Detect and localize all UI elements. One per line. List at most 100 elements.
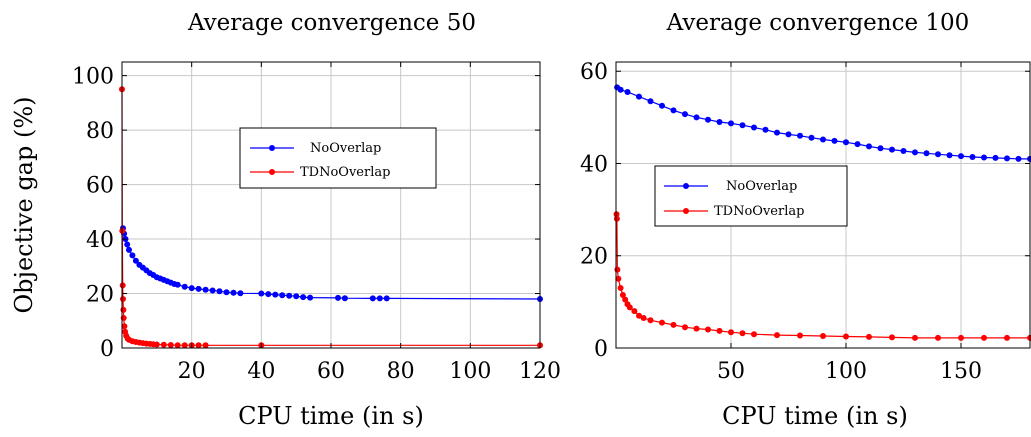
chart2-point-tdnooverlap-31	[981, 334, 987, 341]
chart1-point-nooverlap-35	[307, 294, 314, 301]
chart1-point-tdnooverlap-19	[160, 341, 167, 348]
chart2-point-tdnooverlap-12	[647, 317, 654, 324]
chart1-point-nooverlap-32	[286, 292, 293, 299]
chart2-point-tdnooverlap-30	[958, 334, 964, 341]
chart1-point-nooverlap-22	[202, 286, 209, 293]
chart1-point-tdnooverlap-6	[121, 323, 128, 330]
chart2-point-nooverlap-20	[831, 137, 838, 144]
chart2-point-nooverlap-35	[1004, 155, 1010, 162]
chart2-x-tick-label-0: 50	[717, 359, 745, 384]
chart-average-convergence-50: Average convergence 50 20 40 60 80 100 120020…	[10, 10, 561, 430]
chart2-point-tdnooverlap-26	[866, 333, 872, 340]
chart2-point-tdnooverlap-27	[889, 334, 895, 341]
chart2-point-tdnooverlap-8	[626, 304, 633, 311]
chart1-legend: NoOverlap TDNoOverlap	[239, 127, 437, 189]
chart2-point-tdnooverlap-15	[682, 324, 688, 331]
chart2-series	[613, 84, 1031, 341]
chart2-y-tick-label-3: 60	[580, 60, 608, 85]
chart2-point-tdnooverlap-25	[843, 333, 849, 340]
chart1-legend-marker-nooverlap	[269, 145, 275, 151]
chart1-legend-label-nooverlap: NoOverlap	[310, 141, 381, 156]
chart2-legend-box	[654, 165, 848, 227]
chart2-point-nooverlap-1	[617, 86, 624, 93]
chart1-point-nooverlap-36	[335, 294, 341, 301]
chart1-point-tdnooverlap-18	[153, 341, 160, 348]
chart1-y-tick-label-4: 80	[86, 119, 114, 144]
chart2-y-tick-label-2: 40	[580, 152, 608, 177]
chart1-point-nooverlap-24	[216, 288, 223, 295]
chart1-point-nooverlap-33	[293, 293, 300, 300]
chart1-point-tdnooverlap-4	[120, 306, 127, 313]
chart2-point-nooverlap-7	[682, 111, 688, 118]
chart2-point-tdnooverlap-11	[640, 315, 647, 321]
chart1-y-tick-label-3: 60	[86, 174, 114, 199]
chart1-point-nooverlap-23	[209, 287, 216, 294]
chart1-x-tick-label-3: 80	[387, 359, 415, 384]
chart2-point-nooverlap-27	[912, 149, 918, 156]
chart1-point-nooverlap-21	[195, 285, 202, 292]
chart2-point-nooverlap-18	[808, 134, 815, 141]
chart2-point-nooverlap-13	[751, 124, 757, 131]
chart2-point-nooverlap-28	[923, 150, 930, 157]
chart1-point-nooverlap-3	[124, 241, 131, 248]
chart2-point-nooverlap-25	[889, 146, 895, 153]
chart1-point-nooverlap-28	[258, 290, 265, 297]
chart2-point-nooverlap-22	[854, 141, 861, 148]
chart2-point-tdnooverlap-1	[613, 215, 620, 222]
chart2-point-nooverlap-3	[636, 93, 642, 100]
chart1-y-tick-label-2: 40	[86, 228, 114, 253]
chart2-point-nooverlap-19	[820, 136, 826, 143]
chart2-point-nooverlap-26	[900, 148, 907, 154]
chart2-point-tdnooverlap-6	[622, 296, 629, 303]
chart1-point-nooverlap-26	[230, 289, 237, 296]
chart1-point-nooverlap-40	[383, 295, 390, 302]
chart1-grid	[122, 62, 541, 349]
chart1-ticks: 20 40 60 80 100 120 0 20 40 60 80 100	[72, 62, 561, 384]
chart2-point-tdnooverlap-14	[670, 321, 677, 328]
chart2-point-nooverlap-11	[728, 120, 734, 127]
chart2-legend-marker-nooverlap	[683, 183, 689, 189]
chart2-point-tdnooverlap-23	[797, 332, 803, 339]
chart2-point-tdnooverlap-13	[659, 319, 665, 326]
chart1-point-nooverlap-37	[341, 295, 348, 302]
chart1-point-nooverlap-34	[300, 294, 307, 301]
chart2-point-tdnooverlap-5	[619, 292, 626, 298]
chart2-point-nooverlap-2	[624, 89, 631, 95]
chart1-point-nooverlap-38	[369, 295, 376, 302]
chart2-point-nooverlap-31	[958, 153, 964, 160]
chart2-point-nooverlap-9	[705, 116, 711, 123]
chart1-legend-marker-tdnooverlap	[269, 169, 275, 175]
chart2-point-nooverlap-17	[797, 132, 803, 139]
chart2-point-nooverlap-6	[670, 107, 677, 114]
chart1-point-nooverlap-27	[237, 290, 244, 297]
chart2-point-tdnooverlap-28	[912, 334, 918, 341]
chart1-x-tick-label-1: 40	[247, 359, 275, 384]
chart2-point-nooverlap-21	[843, 139, 849, 146]
chart2-y-tick-label-0: 0	[594, 337, 608, 362]
chart2-point-nooverlap-5	[659, 102, 665, 109]
chart2-point-tdnooverlap-32	[1004, 334, 1010, 341]
chart2-point-nooverlap-8	[693, 114, 700, 121]
chart2-point-tdnooverlap-9	[631, 308, 638, 315]
chart2-x-tick-label-2: 150	[940, 359, 982, 384]
chart2-point-tdnooverlap-16	[693, 325, 700, 332]
chart1-point-nooverlap-29	[265, 291, 272, 298]
chart1-point-nooverlap-25	[223, 289, 230, 296]
chart1-x-tick-label-5: 120	[519, 359, 561, 384]
chart1-point-tdnooverlap-3	[120, 296, 126, 302]
chart2-title: Average convergence 100	[666, 10, 970, 36]
chart1-y-tick-label-0: 0	[100, 337, 114, 362]
chart2-legend-label-nooverlap: NoOverlap	[726, 179, 797, 194]
chart2-point-nooverlap-4	[647, 98, 654, 105]
chart1-point-nooverlap-6	[132, 257, 139, 264]
chart1-legend-box	[239, 127, 437, 189]
chart2-point-nooverlap-16	[785, 131, 792, 138]
chart1-x-tick-label-0: 20	[178, 359, 206, 384]
chart2-point-nooverlap-33	[981, 154, 987, 161]
chart1-point-tdnooverlap-21	[174, 342, 181, 349]
chart1-point-nooverlap-4	[126, 246, 132, 253]
chart2-point-nooverlap-24	[877, 145, 884, 152]
chart2-point-tdnooverlap-19	[728, 329, 734, 336]
chart2-point-nooverlap-23	[866, 143, 872, 150]
chart1-point-nooverlap-30	[272, 291, 279, 298]
